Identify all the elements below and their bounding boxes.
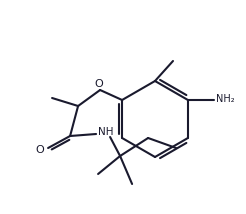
Text: NH: NH bbox=[98, 127, 114, 137]
Text: NH₂: NH₂ bbox=[216, 94, 234, 104]
Text: O: O bbox=[35, 145, 44, 155]
Text: O: O bbox=[95, 79, 104, 89]
